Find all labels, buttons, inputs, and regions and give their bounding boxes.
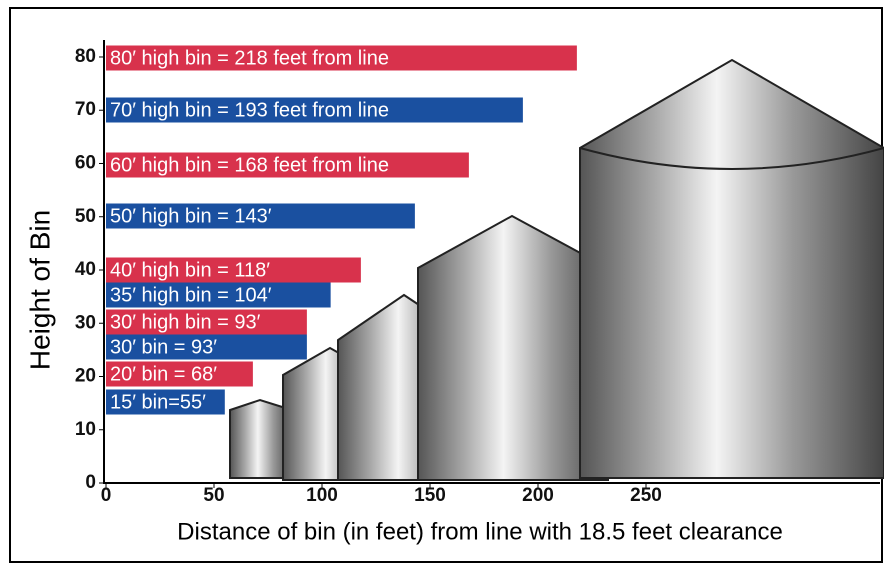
bar-label: 40′ high bin = 118′ bbox=[110, 259, 270, 281]
y-tick-label: 30 bbox=[75, 312, 96, 333]
bar-label: 50′ high bin = 143′ bbox=[110, 205, 272, 227]
y-tick-label: 50 bbox=[75, 206, 96, 227]
bar-label: 70′ high bin = 193 feet from line bbox=[110, 99, 389, 121]
y-tick-label: 80 bbox=[75, 46, 96, 67]
x-tick-label: 200 bbox=[522, 485, 554, 506]
silo bbox=[580, 60, 884, 478]
bar-label: 80′ high bin = 218 feet from line bbox=[110, 47, 389, 69]
bar-label: 20′ bin = 68′ bbox=[110, 363, 217, 385]
y-tick-label: 70 bbox=[75, 99, 96, 120]
x-tick-label: 250 bbox=[630, 485, 662, 506]
y-tick-label: 10 bbox=[75, 419, 96, 440]
y-tick-label: 20 bbox=[75, 366, 96, 387]
y-tick-label: 0 bbox=[85, 472, 96, 493]
bar-label: 35′ high bin = 104′ bbox=[110, 284, 272, 306]
bar-label: 30′ high bin = 93′ bbox=[110, 311, 261, 333]
bar-label: 30′ bin = 93′ bbox=[110, 336, 217, 358]
y-tick-label: 60 bbox=[75, 152, 96, 173]
bar-label: 60′ high bin = 168 feet from line bbox=[110, 154, 389, 176]
x-tick-label: 100 bbox=[306, 485, 338, 506]
y-axis-label: Height of Bin bbox=[24, 210, 55, 370]
bar-label: 15′ bin=55′ bbox=[110, 391, 206, 413]
x-tick-label: 0 bbox=[101, 485, 112, 506]
x-tick-label: 50 bbox=[203, 485, 224, 506]
x-axis-label: Distance of bin (in feet) from line with… bbox=[177, 518, 783, 545]
x-tick-label: 150 bbox=[414, 485, 446, 506]
chart: Height of Bin Distance of bin (in feet) … bbox=[0, 0, 884, 564]
y-tick-label: 40 bbox=[75, 259, 96, 280]
